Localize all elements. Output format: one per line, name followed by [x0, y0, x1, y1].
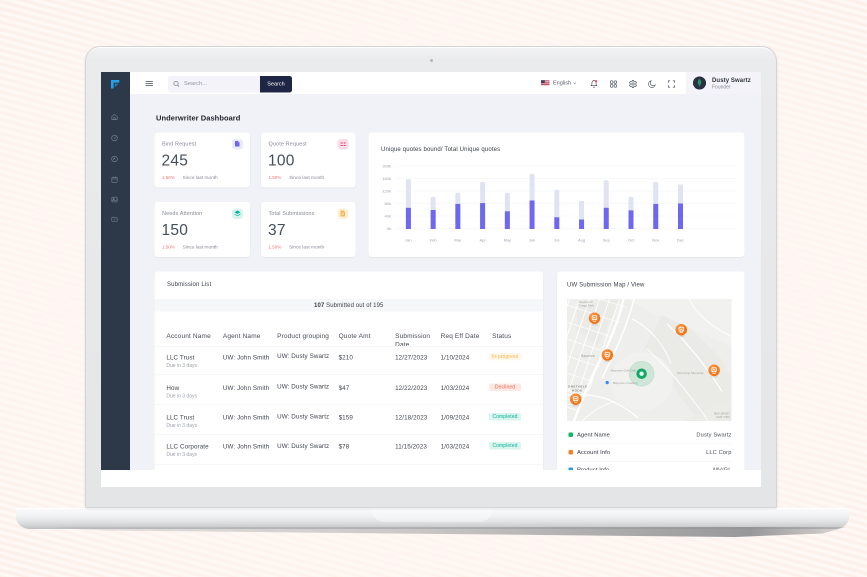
svg-text:Mar: Mar [454, 238, 462, 243]
svg-text:Dec: Dec [677, 238, 684, 243]
svg-text:80k: 80k [385, 201, 391, 206]
svg-text:160k: 160k [382, 176, 391, 181]
svg-text:Feb: Feb [430, 238, 438, 243]
svg-text:HOOK: HOOK [572, 389, 583, 393]
svg-text:Tear Drop Memorial: Tear Drop Memorial [677, 371, 704, 375]
svg-text:NEW JERSEY: NEW JERSEY [714, 413, 731, 416]
svg-text:Bayonne Golf Club: Bayonne Golf Club [611, 369, 637, 373]
svg-text:Nov: Nov [652, 238, 659, 243]
svg-text:Jan: Jan [405, 238, 411, 243]
svg-text:Stephen R: Stephen R [579, 300, 594, 304]
svg-text:Oct: Oct [628, 238, 635, 243]
svg-text:Bayonne: Bayonne [581, 354, 595, 358]
svg-text:Jun: Jun [529, 238, 535, 243]
svg-text:May: May [504, 238, 512, 243]
svg-text:120k: 120k [382, 189, 391, 194]
svg-text:200k: 200k [382, 164, 391, 169]
svg-text:Aug: Aug [578, 238, 585, 243]
svg-text:Sep: Sep [603, 238, 611, 243]
svg-text:0k: 0k [387, 226, 391, 231]
svg-text:Jul: Jul [554, 238, 559, 243]
svg-text:Bayonne Crossing: Bayonne Crossing [613, 381, 638, 385]
svg-text:NEW YORK: NEW YORK [716, 416, 730, 419]
svg-text:Apr: Apr [479, 238, 486, 243]
svg-text:40k: 40k [385, 214, 391, 219]
svg-text:Gregg Park: Gregg Park [579, 304, 595, 308]
svg-text:ONSTABLE: ONSTABLE [568, 385, 587, 389]
